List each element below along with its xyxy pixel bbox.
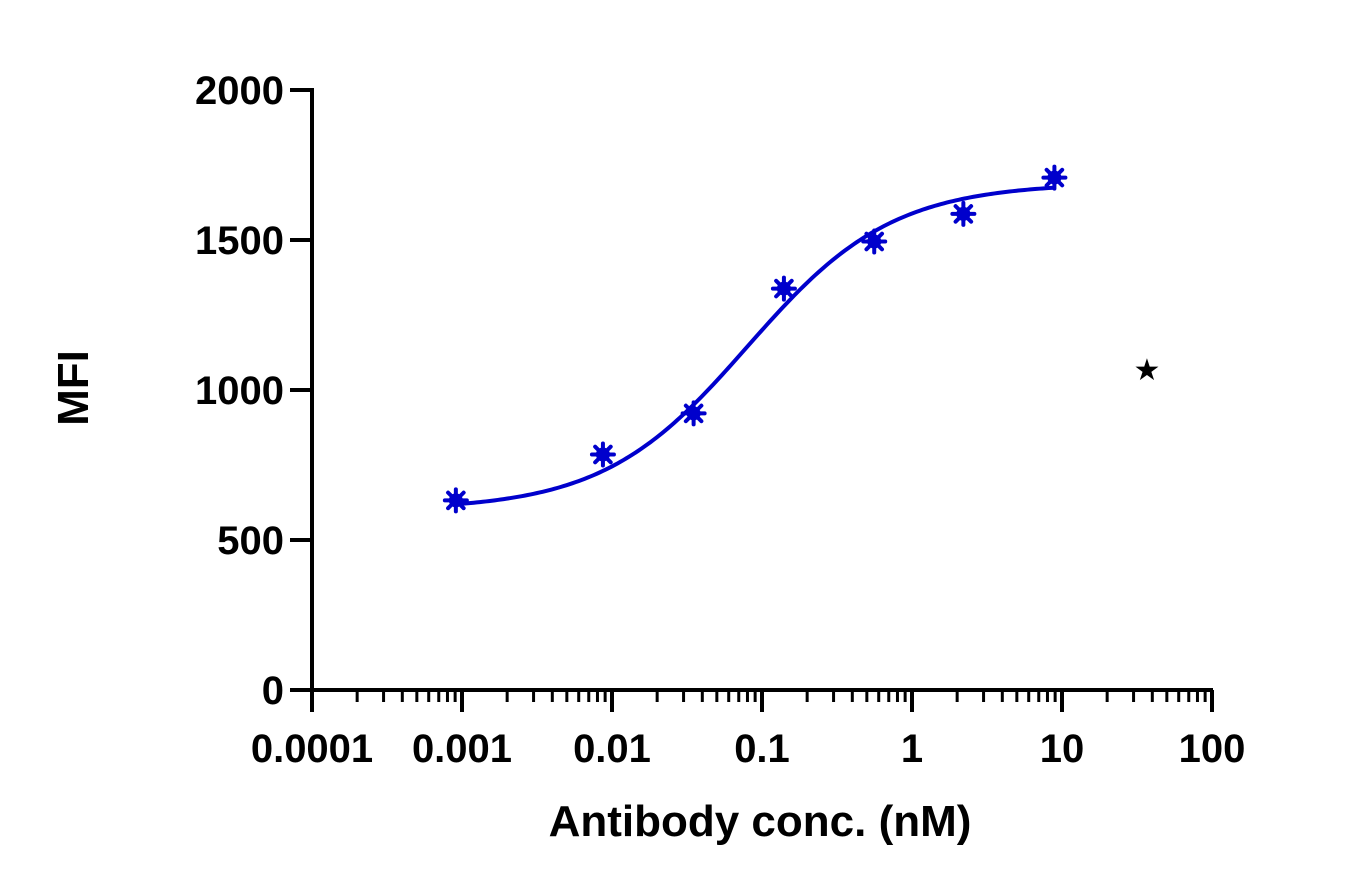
y-tick-label: 1500 — [195, 219, 284, 263]
y-tick-label: 500 — [217, 519, 284, 563]
x-axis: 0.0001 0.001 0.01 0.1 1 10 100 — [251, 688, 1246, 771]
x-tick-label: 1 — [901, 727, 923, 771]
data-points-layer — [442, 164, 1068, 514]
x-tick-label: 100 — [1179, 727, 1246, 771]
y-axis-ticks: 0 500 1000 1500 2000 — [195, 69, 312, 713]
y-tick-label: 2000 — [195, 69, 284, 113]
data-point — [950, 200, 977, 227]
data-point — [589, 441, 616, 468]
data-point — [861, 228, 888, 255]
data-point — [680, 400, 707, 427]
x-tick-label: 0.01 — [573, 727, 651, 771]
y-axis-title: MFI — [49, 350, 98, 426]
x-tick-label: 0.001 — [412, 727, 512, 771]
y-tick-label: 1000 — [195, 369, 284, 413]
x-tick-label: 10 — [1040, 727, 1085, 771]
x-tick-label: 0.0001 — [251, 727, 373, 771]
x-axis-title: Antibody conc. (nM) — [549, 797, 972, 846]
y-axis: 0 500 1000 1500 2000 — [195, 69, 314, 713]
fit-curve — [455, 185, 1055, 507]
fit-curve-layer — [455, 185, 1055, 507]
legend-star-icon: ★ — [1134, 353, 1161, 388]
data-point — [1041, 164, 1068, 191]
data-point — [770, 275, 797, 302]
x-axis-ticks: 0.0001 0.001 0.01 0.1 1 10 100 — [251, 690, 1246, 771]
data-point — [442, 487, 469, 514]
y-tick-label: 0 — [262, 669, 284, 713]
x-tick-label: 0.1 — [734, 727, 790, 771]
